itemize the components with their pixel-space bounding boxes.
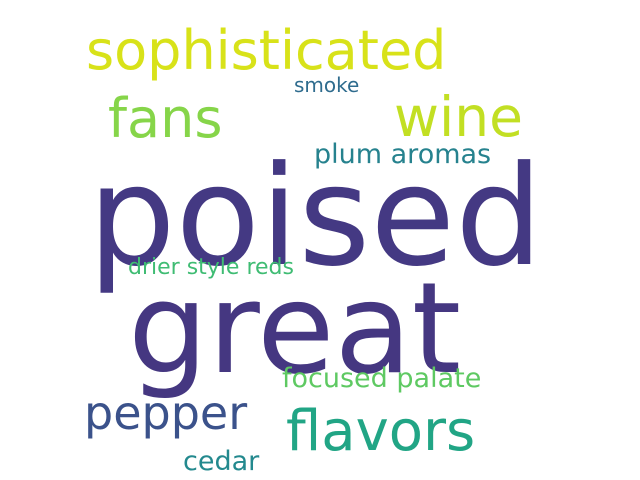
word-wine: wine — [394, 85, 523, 149]
word-drier-style-reds: drier style reds — [128, 255, 294, 280]
word-poised: poised — [88, 136, 543, 297]
word-plum-aromas: plum aromas — [314, 139, 492, 170]
word-smoke: smoke — [294, 73, 360, 97]
word-fans: fans — [108, 87, 223, 150]
word-cedar: cedar — [183, 446, 260, 477]
word-great: great — [128, 255, 462, 402]
word-sophisticated: sophisticated — [86, 19, 447, 82]
word-pepper: pepper — [84, 386, 248, 440]
word-focused-palate: focused palate — [282, 363, 482, 394]
word-flavors: flavors — [286, 399, 476, 464]
